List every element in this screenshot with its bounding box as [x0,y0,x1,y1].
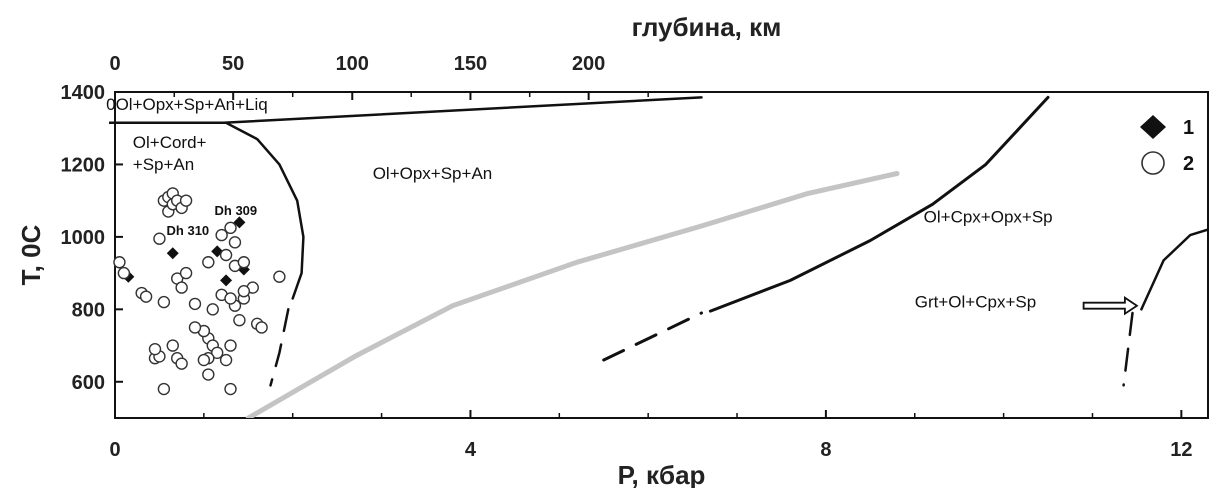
open-circle-point [237,256,251,269]
open-circle-point [202,368,215,381]
top-tick-label: 50 [222,53,244,75]
y-tick-label: 1000 [61,227,106,249]
field-label: 0Ol+Opx+Sp+An+Liq [106,95,268,114]
x-axis-title: P, кбар [618,460,706,488]
open-circle-point [224,382,237,396]
field-label: Ol+Cord+ [133,133,207,152]
y-tick-label: 1200 [61,154,106,176]
open-circle-point [113,256,126,269]
phase-boundary-line [708,95,1050,313]
open-circle-point [188,321,202,334]
sample-label: Dh 310 [167,223,210,238]
open-circle-point [117,266,131,280]
plot-frame [114,91,1209,419]
open-circle-point [255,321,268,334]
x-tick-label: 12 [1170,439,1192,461]
phase-boundary-line [109,121,305,300]
y-tick-label: 1400 [61,82,106,104]
legend-diamond-icon [1140,115,1166,139]
open-circle-point [166,339,179,352]
phase-boundary-line [222,96,703,125]
top-tick-label: 150 [454,53,487,75]
y-tick-label: 800 [72,299,105,321]
field-label: Grt+Ol+Cpx+Sp [915,293,1036,312]
boundary-curves [109,95,1208,418]
open-circle-point [237,285,251,298]
field-label: Ol+Opx+Sp+An [373,164,493,183]
open-circle-point [210,346,224,359]
open-circle-point [219,353,233,367]
open-circle-point [228,236,242,249]
x-tick-label: 4 [465,439,477,461]
hollow-arrow-icon [1082,296,1139,316]
open-circle-point [139,290,153,303]
legend-label: 2 [1183,153,1194,175]
open-circle-point [224,339,237,352]
open-circle-point [153,232,166,245]
filled-diamond-point [220,274,233,287]
filled-diamond-point [166,247,179,260]
phase-boundary-line [1140,228,1208,311]
open-circle-point [206,303,219,316]
open-circle-point [202,256,215,269]
open-circle-point [157,382,171,396]
open-circle-point [233,314,246,327]
top-axis-title: глубина, км [632,12,782,42]
phase-boundary-line [269,308,290,387]
open-circle-point [175,281,188,294]
gray-boundary-line [245,171,900,418]
top-tick-label: 100 [336,53,369,75]
open-circle-point [179,266,193,280]
legend-label: 1 [1183,117,1194,139]
open-circle-point [224,292,237,305]
open-circle-point [224,221,237,235]
open-circle-point [215,228,228,242]
open-circle-point [175,357,188,370]
phase-boundary-line [602,311,703,362]
x-tick-label: 8 [820,439,831,461]
y-axis-title: T, 0C [16,224,46,285]
field-label: Ol+Cpx+Opx+Sp [924,207,1053,226]
top-tick-label: 200 [572,53,605,75]
open-circle-point [197,353,211,367]
open-circle-point [219,248,233,262]
field-label: +Sp+An [133,155,194,174]
open-circle-point [273,270,286,283]
open-circle-point [148,342,162,356]
sample-label: Dh 309 [215,203,258,218]
series-2 [113,187,286,396]
x-tick-label: 0 [109,439,120,461]
y-tick-label: 600 [72,372,105,394]
phase-boundary-line [1122,311,1134,387]
legend-circle-icon [1141,151,1165,175]
open-circle-point [179,194,193,207]
open-circle-point [157,295,171,309]
filled-diamond-point [233,216,246,229]
open-circle-point [188,297,202,311]
legend: 12 [1140,115,1194,175]
top-tick-label: 0 [109,53,120,75]
